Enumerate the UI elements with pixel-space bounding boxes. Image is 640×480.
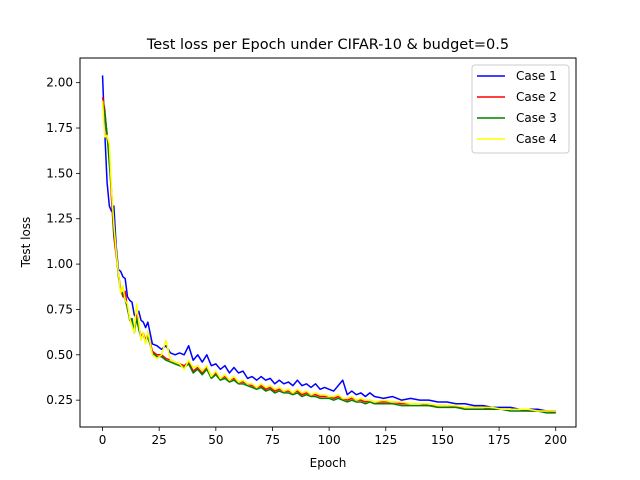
plot-frame: [79, 57, 577, 428]
y-tick-label: 0.25: [46, 393, 73, 407]
x-tick-label: 75: [265, 433, 280, 447]
x-tick-label: 100: [318, 433, 341, 447]
y-axis: 0.25 0.50 0.75 1.00 1.25 1.50 1.75 2.00: [46, 76, 80, 407]
x-tick-label: 25: [152, 433, 167, 447]
y-tick-label: 1.50: [46, 166, 73, 180]
series-line-case-3: [101, 100, 556, 414]
plot-area: [79, 57, 577, 428]
legend-label-case-1: Case 1: [516, 69, 557, 83]
y-tick-label: 0.50: [46, 348, 73, 362]
series-line-case-4: [101, 100, 556, 412]
x-axis: 0 25 50 75 100 125 150 175 200: [99, 427, 567, 447]
x-axis-label: Epoch: [310, 456, 347, 470]
legend-label-case-4: Case 4: [516, 132, 557, 146]
y-axis-label: Test loss: [19, 217, 33, 269]
series-group: [101, 75, 556, 414]
x-tick-label: 175: [488, 433, 511, 447]
legend-box: [471, 64, 570, 154]
y-tick-label: 1.75: [46, 121, 73, 135]
x-tick-label: 0: [99, 433, 107, 447]
x-tick-label: 200: [544, 433, 567, 447]
y-tick-label: 1.00: [46, 257, 73, 271]
x-tick-label: 50: [208, 433, 223, 447]
legend-label-case-3: Case 3: [516, 111, 557, 125]
x-tick-label: 150: [431, 433, 454, 447]
y-tick-label: 0.75: [46, 302, 73, 316]
y-tick-label: 2.00: [46, 76, 73, 90]
y-tick-label: 1.25: [46, 212, 73, 226]
legend: Case 1 Case 2 Case 3 Case 4: [471, 64, 570, 154]
x-tick-label: 125: [374, 433, 397, 447]
legend-label-case-2: Case 2: [516, 90, 557, 104]
chart-title: Test loss per Epoch under CIFAR-10 & bud…: [146, 37, 509, 53]
